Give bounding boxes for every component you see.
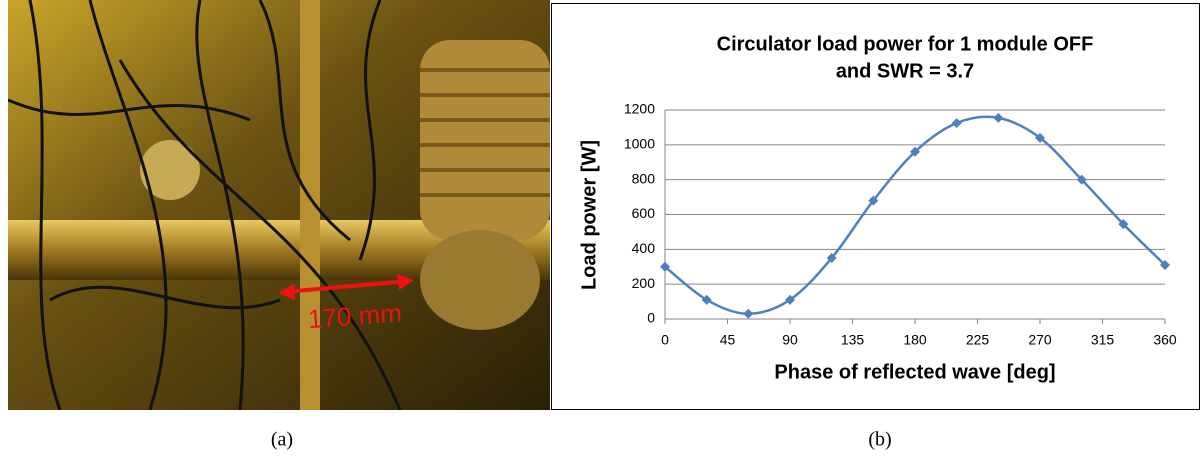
- x-tick-label: 315: [1091, 332, 1115, 348]
- point: [1076, 174, 1087, 185]
- chart-title: and SWR = 3.7: [836, 60, 974, 82]
- point: [701, 294, 712, 305]
- x-tick-label: 45: [720, 332, 736, 348]
- x-tick-label: 225: [966, 332, 990, 348]
- x-tick-label: 270: [1028, 332, 1052, 348]
- chart-title: Circulator load power for 1 module OFF: [717, 33, 1094, 55]
- point: [868, 195, 879, 206]
- x-tick-label: 90: [782, 332, 798, 348]
- y-tick-label: 1200: [624, 101, 655, 117]
- x-tick-label: 360: [1153, 332, 1177, 348]
- caption: (a): [271, 429, 293, 451]
- point: [993, 112, 1004, 123]
- point: [826, 253, 837, 264]
- caption: (b): [868, 429, 891, 451]
- y-tick-label: 0: [647, 310, 655, 326]
- point: [1118, 219, 1129, 230]
- photo: 170 mm: [8, 0, 550, 410]
- point: [660, 261, 670, 272]
- y-tick-label: 200: [632, 275, 656, 291]
- point: [951, 118, 962, 129]
- x-tick-label: 135: [841, 332, 865, 348]
- x-tick-label: 0: [661, 332, 669, 348]
- x-axis-label: Phase of reflected wave [deg]: [774, 361, 1055, 383]
- y-axis-label: Load power [W]: [578, 140, 600, 290]
- photo-annotation: 170 mm: [307, 298, 403, 334]
- point: [743, 308, 754, 319]
- point: [785, 294, 795, 305]
- x-tick-label: 180: [903, 332, 927, 348]
- point: [1160, 260, 1170, 271]
- point: [910, 146, 920, 157]
- y-tick-label: 800: [632, 170, 656, 186]
- point: [1035, 132, 1045, 143]
- chart-frame: [551, 3, 1200, 410]
- y-tick-label: 600: [632, 205, 656, 221]
- y-tick-label: 1000: [624, 136, 655, 152]
- y-tick-label: 400: [632, 240, 656, 256]
